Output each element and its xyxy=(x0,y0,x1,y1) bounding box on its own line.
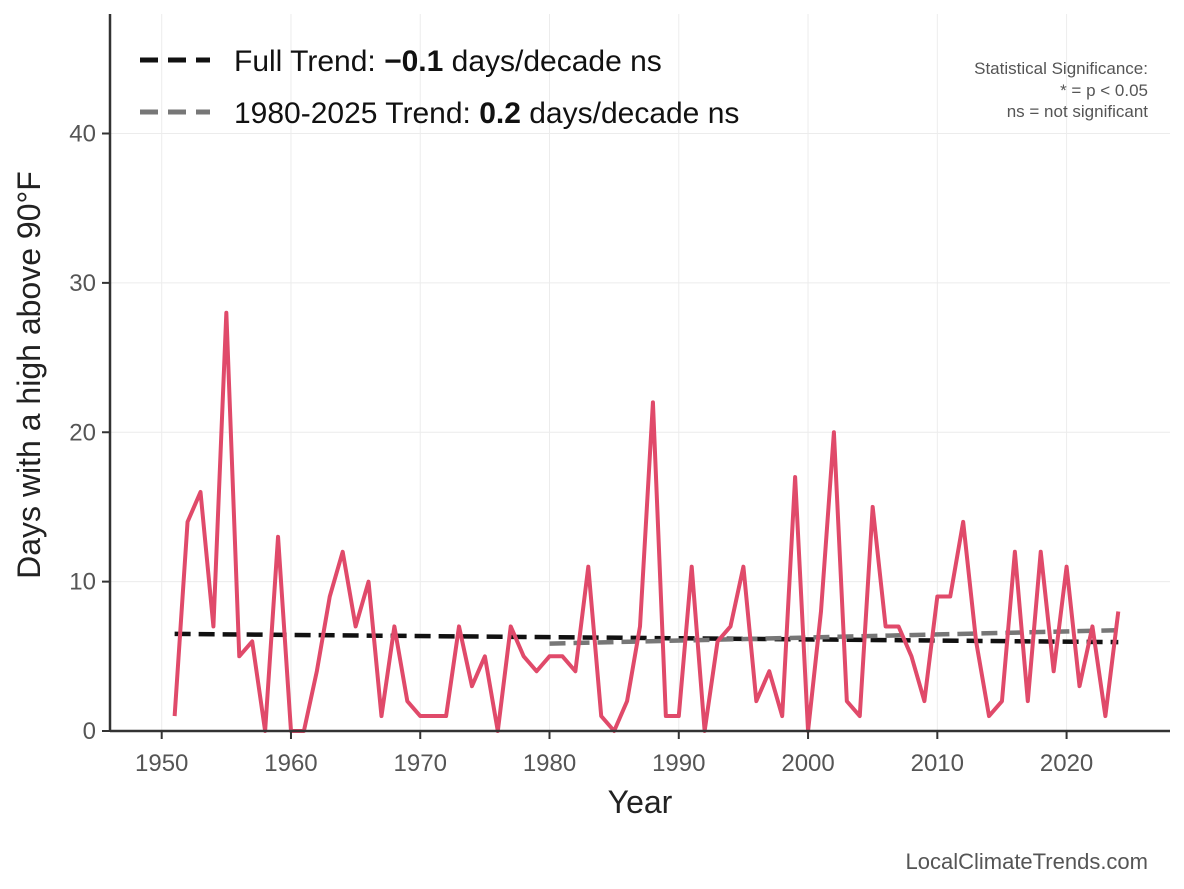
y-tick-label-10: 10 xyxy=(69,569,96,596)
y-tick-label-40: 40 xyxy=(69,121,96,148)
data-series-line xyxy=(172,310,1121,733)
ticks: 1950 1960 1970 1980 1990 2000 2010 2020 0 10 20 30 4… xyxy=(69,121,1093,778)
x-tick-label-1970: 1970 xyxy=(394,750,447,777)
legend: Full Trend: −0.1 days/decade ns 1980-2025… xyxy=(140,45,739,130)
grid xyxy=(110,14,1170,731)
significance-line-3: ns = not significant xyxy=(1007,102,1149,121)
legend-label-1: 1980-2025 Trend: 0.2 days/decade ns xyxy=(234,97,739,130)
significance-line-1: Statistical Significance: xyxy=(974,59,1148,78)
x-tick-label-2010: 2010 xyxy=(911,750,964,777)
y-tick-label-30: 30 xyxy=(69,270,96,297)
source-watermark: LocalClimateTrends.com xyxy=(906,849,1149,874)
x-tick-label-1990: 1990 xyxy=(652,750,705,777)
x-tick-label-2020: 2020 xyxy=(1040,750,1093,777)
full-trend-line xyxy=(174,631,1119,645)
y-tick-label-20: 20 xyxy=(69,419,96,446)
significance-line-2: * = p < 0.05 xyxy=(1060,81,1148,100)
x-tick-label-1980: 1980 xyxy=(523,750,576,777)
x-tick-label-1960: 1960 xyxy=(264,750,317,777)
x-tick-label-2000: 2000 xyxy=(781,750,834,777)
x-axis-title: Year xyxy=(608,784,673,820)
legend-label-0: Full Trend: −0.1 days/decade ns xyxy=(234,45,662,78)
significance-note: Statistical Significance: * = p < 0.05 n… xyxy=(974,59,1148,121)
x-tick-label-1950: 1950 xyxy=(135,750,188,777)
series-layer xyxy=(172,310,1121,733)
y-tick-label-0: 0 xyxy=(83,718,96,745)
y-axis-title: Days with a high above 90°F xyxy=(11,171,47,579)
